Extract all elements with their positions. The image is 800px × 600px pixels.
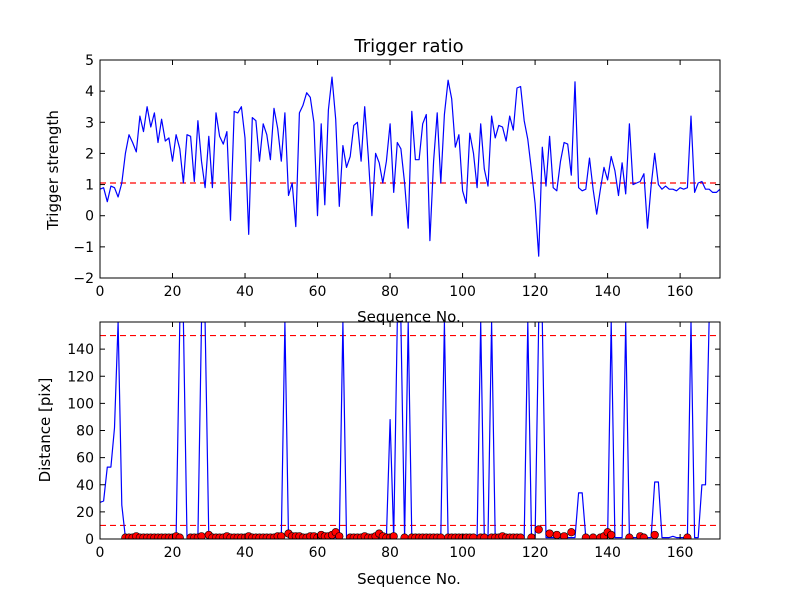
x-tick-label: 120 — [522, 545, 549, 561]
data-point — [607, 530, 616, 539]
data-point — [589, 533, 598, 539]
x-tick-label: 100 — [449, 284, 476, 300]
data-point — [639, 533, 648, 539]
data-point — [545, 529, 554, 538]
x-tick-label: 20 — [164, 284, 182, 300]
x-tick-label: 40 — [236, 284, 254, 300]
y-tick-label: 120 — [67, 369, 94, 385]
data-point — [480, 533, 489, 539]
x-tick-label: 60 — [309, 545, 327, 561]
data-point — [335, 532, 344, 539]
chart-title: Trigger ratio — [353, 36, 463, 57]
y-tick-label: 20 — [76, 505, 94, 521]
y-tick-label: 60 — [76, 451, 94, 467]
y-tick-label: 1 — [85, 178, 94, 194]
data-point — [516, 533, 525, 539]
x-tick-label: 60 — [309, 284, 327, 300]
y-tick-label: 100 — [67, 396, 94, 412]
y-tick-label: −2 — [73, 271, 94, 287]
data-point — [436, 533, 445, 539]
data-point — [567, 528, 576, 537]
y-tick-label: 3 — [85, 115, 94, 131]
y-tick-label: 2 — [85, 146, 94, 162]
data-point — [559, 532, 569, 539]
y-tick-label: 40 — [76, 478, 94, 494]
x-tick-label: 160 — [667, 284, 694, 300]
data-point — [277, 532, 286, 539]
y-tick-label: 5 — [85, 53, 94, 69]
data-point — [175, 533, 184, 539]
y-tick-label: 140 — [67, 342, 94, 358]
data-point — [534, 525, 543, 534]
x-tick-label: 0 — [96, 284, 105, 300]
data-point — [650, 530, 659, 539]
x-tick-label: 140 — [594, 284, 621, 300]
data-point — [469, 533, 478, 539]
y-tick-label: 4 — [85, 84, 94, 100]
data-point — [683, 533, 692, 539]
x-tick-label: 140 — [594, 545, 621, 561]
data-point — [527, 533, 536, 539]
plot-area — [100, 76, 720, 257]
y-axis-label: Distance [pix] — [36, 378, 54, 483]
x-tick-label: 160 — [667, 545, 694, 561]
bottom-panel: Sequence No. Distance [pix] 0 20 40 60 80 100… — [36, 321, 721, 588]
data-point — [552, 530, 561, 539]
x-tick-label: 0 — [96, 545, 105, 561]
x-axis-label: Sequence No. — [357, 570, 461, 588]
top-panel: Sequence No. Trigger strength 0 20 40 60 80 1… — [44, 53, 721, 326]
plot-area — [100, 322, 720, 539]
y-tick-label: −1 — [73, 240, 94, 256]
x-tick-label: 20 — [164, 545, 182, 561]
y-tick-label: 0 — [85, 532, 94, 548]
x-tick-label: 80 — [381, 545, 399, 561]
x-tick-label: 120 — [522, 284, 549, 300]
y-tick-label: 80 — [76, 424, 94, 440]
x-tick-label: 40 — [236, 545, 254, 561]
x-axis-label: Sequence No. — [357, 308, 461, 326]
x-tick-label: 100 — [449, 545, 476, 561]
series-line — [100, 76, 720, 257]
y-axis-label: Trigger strength — [44, 110, 62, 231]
series-line — [100, 322, 710, 539]
y-tick-label: 0 — [85, 209, 94, 225]
axes-frame — [99, 59, 721, 279]
data-point — [581, 533, 590, 539]
data-point — [625, 533, 634, 539]
data-point — [400, 533, 409, 539]
x-tick-label: 80 — [381, 284, 399, 300]
